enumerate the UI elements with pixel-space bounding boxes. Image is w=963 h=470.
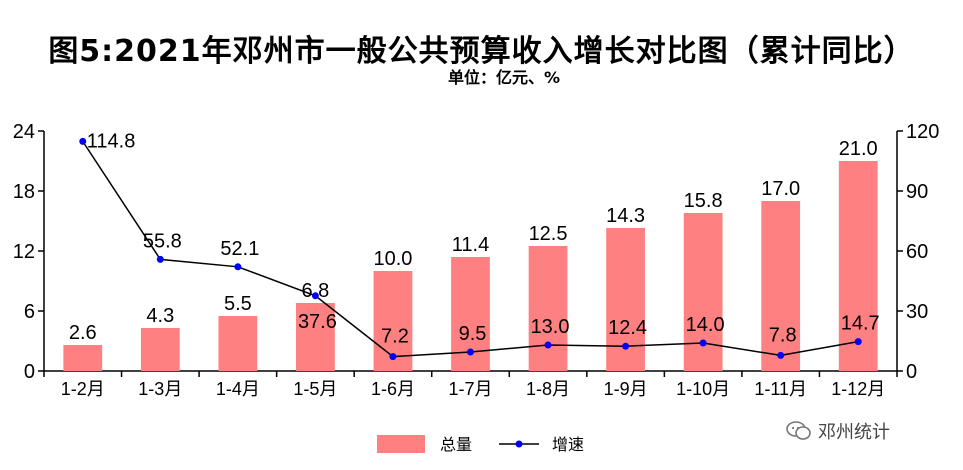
- bar-value-label: 15.8: [684, 190, 723, 212]
- bar-value-label: 5.5: [224, 293, 252, 315]
- y-left-tick-label: 12: [13, 241, 35, 263]
- line-value-label: 52.1: [220, 238, 259, 260]
- bar: [683, 213, 723, 371]
- bar-value-label: 2.6: [69, 322, 97, 344]
- y-left-tick-label: 18: [13, 181, 35, 203]
- bar-value-label: 12.5: [529, 223, 568, 245]
- y-left-tick-label: 24: [13, 121, 35, 143]
- line-value-label: 55.8: [143, 230, 182, 252]
- bar: [761, 201, 801, 371]
- bar-value-label: 4.3: [146, 305, 174, 327]
- x-tick-label: 1-4月: [216, 379, 260, 399]
- bar: [296, 303, 335, 371]
- bar-value-label: 14.3: [606, 205, 645, 227]
- legend-label-bars: 总量: [440, 436, 472, 454]
- legend-label-line: 增速: [552, 436, 584, 454]
- bar-value-label: 10.0: [373, 248, 412, 270]
- y-left-tick-label: 6: [24, 301, 35, 323]
- chart-subtitle: 单位：亿元、%: [448, 68, 561, 87]
- bar: [838, 161, 878, 371]
- line-value-label: 14.7: [841, 313, 880, 335]
- x-tick-label: 1-3月: [138, 379, 182, 399]
- y-right-tick-label: 120: [906, 121, 939, 143]
- x-tick-label: 1-2月: [61, 379, 105, 399]
- line-value-label: 7.2: [381, 326, 409, 348]
- bar-value-label: 11.4: [452, 234, 489, 256]
- line-value-label: 37.6: [298, 311, 337, 333]
- line-value-label: 9.5: [459, 323, 487, 345]
- growth-point: [467, 348, 474, 356]
- legend-swatch-bars: [377, 435, 425, 453]
- growth-point: [156, 255, 164, 263]
- growth-point: [622, 342, 630, 350]
- x-tick-label: 1-10月: [676, 379, 730, 399]
- line-value-label: 13.0: [531, 316, 570, 338]
- bar: [528, 246, 568, 371]
- y-right-tick-label: 60: [906, 241, 928, 263]
- bar: [63, 345, 103, 371]
- growth-point: [854, 338, 862, 346]
- line-value-label: 114.8: [87, 130, 136, 152]
- x-tick-label: 1-12月: [831, 379, 885, 399]
- line-value-label: 14.0: [686, 314, 725, 336]
- growth-point: [544, 341, 552, 349]
- watermark-text: 邓州统计: [818, 422, 890, 443]
- growth-point: [777, 351, 785, 359]
- x-tick-label: 1-11月: [754, 379, 807, 399]
- x-tick-label: 1-8月: [526, 379, 570, 399]
- watermark: 邓州统计: [786, 418, 890, 444]
- bar: [140, 328, 180, 371]
- growth-point: [79, 137, 87, 145]
- growth-point: [389, 353, 397, 361]
- y-left-tick-label: 0: [24, 361, 35, 383]
- x-tick-label: 1-7月: [448, 379, 492, 399]
- growth-point: [311, 292, 319, 300]
- growth-point: [234, 263, 242, 271]
- y-right-tick-label: 0: [906, 361, 917, 383]
- line-value-label: 12.4: [608, 317, 647, 339]
- line-value-label: 7.8: [769, 324, 797, 346]
- bar-value-label: 17.0: [761, 178, 800, 200]
- bar-value-label: 21.0: [839, 138, 878, 160]
- x-tick-label: 1-6月: [371, 379, 415, 399]
- bar: [218, 316, 258, 371]
- chat-icon: [786, 421, 811, 440]
- y-right-tick-label: 30: [906, 301, 928, 323]
- chart-title: 图5:2021年邓州市一般公共预算收入增长对比图（累计同比）: [48, 34, 915, 69]
- y-right-tick-label: 90: [906, 181, 928, 203]
- growth-point: [699, 339, 707, 347]
- bar-value-label: 6.8: [302, 280, 330, 302]
- x-tick-label: 1-9月: [604, 379, 648, 399]
- legend-marker-line: [515, 440, 523, 448]
- x-tick-label: 1-5月: [293, 379, 337, 399]
